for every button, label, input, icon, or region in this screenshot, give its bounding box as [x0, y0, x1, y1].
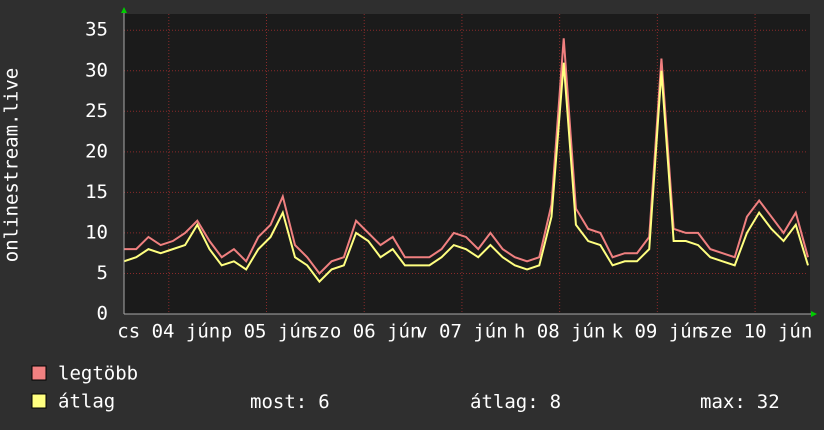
y-tick-label: 5	[97, 262, 108, 284]
stat: átlag: 8	[470, 391, 561, 413]
legend-swatch	[31, 365, 47, 381]
x-tick-label: p 05 jún	[221, 321, 313, 343]
plot-area	[124, 14, 810, 314]
stat: max: 32	[700, 391, 780, 413]
stat: most: 6	[250, 391, 330, 413]
y-axis-label: onlinestream.live	[1, 68, 23, 262]
y-tick-label: 25	[85, 100, 108, 122]
y-tick-label: 20	[85, 140, 108, 162]
y-tick-label: 0	[97, 303, 108, 325]
y-tick-label: 35	[85, 19, 108, 41]
axis-arrow	[121, 7, 127, 13]
stat-value: 6	[318, 391, 329, 413]
x-tick-label: k 09 jún	[612, 321, 704, 343]
y-tick-label: 30	[85, 59, 108, 81]
x-tick-label: cs 04 jún	[117, 321, 220, 343]
y-tick-label: 10	[85, 221, 108, 243]
stat-value: 8	[550, 391, 561, 413]
series-line	[124, 38, 809, 275]
stat-label: most:	[250, 391, 307, 413]
legend-label: legtöbb	[58, 363, 138, 385]
x-tick-label: szo 06 jún	[307, 321, 421, 343]
x-tick-label: v 07 jún	[416, 321, 508, 343]
stat-label: max:	[700, 391, 746, 413]
legend-label: átlag	[58, 391, 115, 413]
series-line	[123, 62, 809, 284]
x-tick-label: sze 10 jún	[698, 321, 812, 343]
stat-value: 32	[757, 391, 780, 413]
y-tick-label: 15	[85, 181, 108, 203]
x-tick-label: h 08 jún	[514, 321, 606, 343]
stat-label: átlag:	[470, 391, 539, 413]
axis-arrow	[811, 311, 817, 317]
legend-swatch	[31, 393, 47, 409]
